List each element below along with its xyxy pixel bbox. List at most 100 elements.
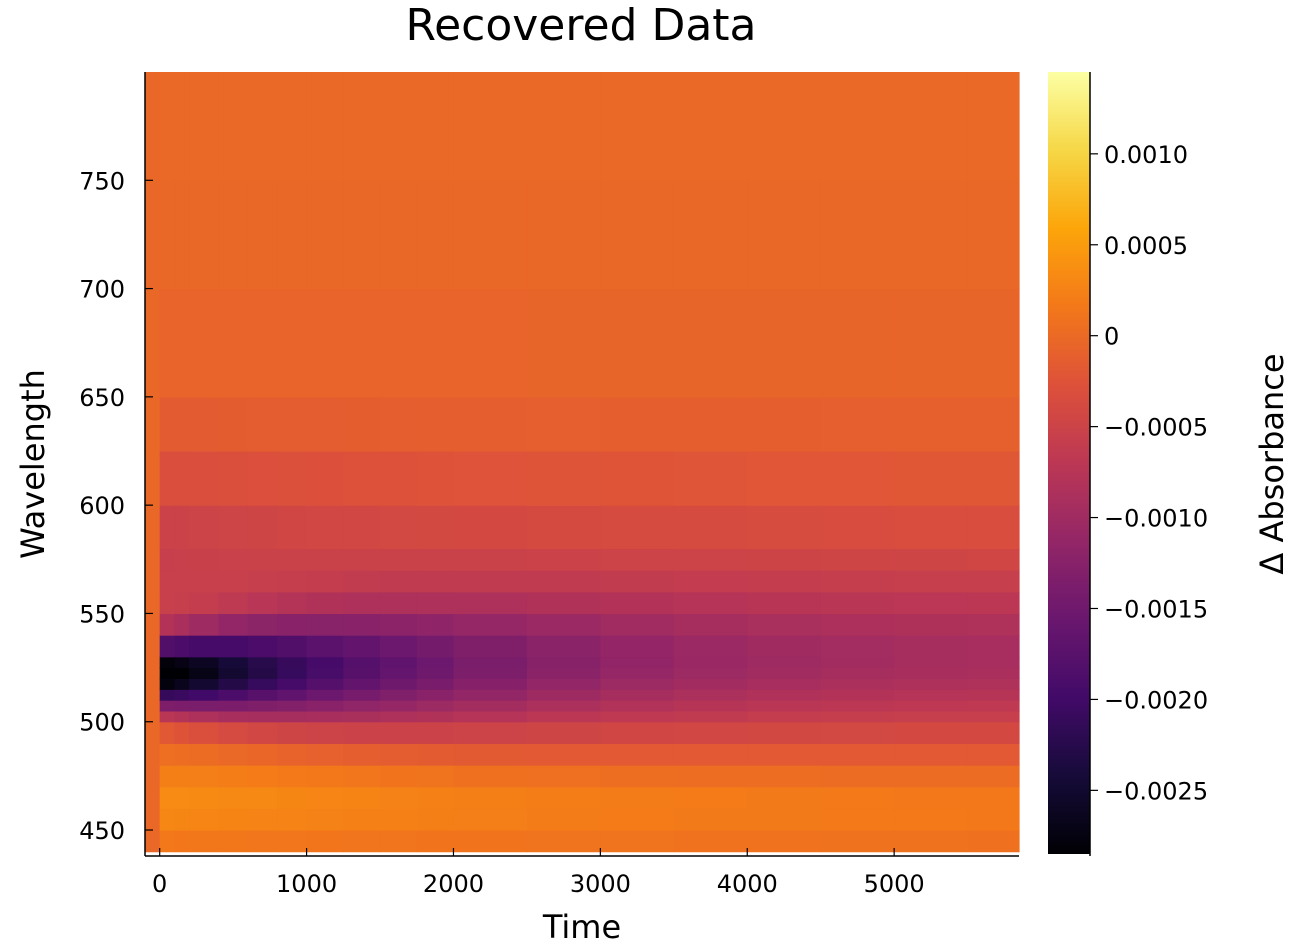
y-axis-label: Wavelength — [14, 369, 52, 559]
heatmap-cell — [218, 180, 249, 290]
heatmap-cell — [277, 830, 308, 853]
heatmap-cell — [306, 678, 344, 690]
heatmap-cell — [306, 689, 344, 701]
plot-axes — [144, 72, 1019, 857]
heatmap-cell — [894, 765, 969, 788]
heatmap-cell — [747, 451, 822, 506]
heatmap-cell — [600, 570, 675, 593]
heatmap-cell — [416, 635, 455, 658]
heatmap-cell — [747, 635, 822, 658]
heatmap-cell — [673, 288, 748, 398]
heatmap-cell — [174, 678, 190, 690]
heatmap-cell — [306, 710, 344, 723]
heatmap-cell — [894, 808, 969, 831]
heatmap-cell — [343, 667, 381, 680]
heatmap-cell — [277, 765, 308, 788]
heatmap-cell — [343, 288, 381, 398]
heatmap-cell — [747, 613, 822, 636]
heatmap-cell — [174, 613, 190, 636]
heatmap-cell — [894, 451, 969, 506]
heatmap-cell — [343, 451, 381, 506]
heatmap-cell — [820, 613, 895, 636]
heatmap-cell — [673, 765, 748, 788]
heatmap-cell — [277, 656, 308, 669]
heatmap-cell — [380, 700, 418, 712]
heatmap-cell — [416, 548, 455, 571]
heatmap-cell — [174, 830, 190, 853]
heatmap-cell — [247, 591, 278, 615]
heatmap-cell — [380, 765, 418, 788]
colorbar-ticks: 0.0010 0.0005 0 −0.0005 −0.0010 −0.0015 −0.002… — [1090, 141, 1208, 805]
heatmap-cell — [416, 396, 455, 452]
heatmap-cell — [453, 689, 528, 701]
heatmap-cell — [416, 765, 455, 788]
colorbar-tick-label: 0.0005 — [1104, 232, 1188, 260]
heatmap-cell — [380, 180, 418, 290]
colorbar-tick-label: −0.0015 — [1104, 595, 1208, 623]
heatmap-cell — [343, 505, 381, 550]
heatmap-cell — [218, 710, 249, 723]
heatmap-cell — [894, 721, 969, 744]
heatmap-cell — [453, 667, 528, 680]
heatmap-cell — [600, 613, 675, 636]
heatmap-cell — [416, 689, 455, 701]
heatmap-cell — [174, 743, 190, 766]
heatmap-cell — [673, 656, 748, 669]
heatmap-cell — [820, 180, 895, 290]
heatmap-cell — [453, 808, 528, 831]
heatmap-cell — [380, 721, 418, 744]
colorbar-tick-label: −0.0005 — [1104, 414, 1208, 442]
heatmap-cell — [894, 396, 969, 452]
heatmap-cell — [277, 548, 308, 571]
heatmap-cell — [894, 548, 969, 571]
heatmap-cell — [145, 396, 161, 452]
heatmap-cell — [600, 678, 675, 690]
heatmap-cell — [145, 689, 161, 701]
heatmap-cell — [159, 548, 175, 571]
heatmap-cell — [380, 656, 418, 669]
heatmap-cell — [159, 700, 175, 712]
heatmap-cell — [894, 700, 969, 712]
heatmap-cell — [277, 451, 308, 506]
heatmap-cell — [453, 570, 528, 593]
heatmap-cell — [343, 656, 381, 669]
heatmap-cell — [747, 505, 822, 550]
heatmap-cell — [453, 591, 528, 615]
heatmap-cell — [747, 72, 822, 181]
heatmap-cell — [189, 613, 220, 636]
heatmap-cell — [247, 613, 278, 636]
heatmap-cell — [189, 548, 220, 571]
heatmap-cell — [247, 72, 278, 181]
heatmap-cell — [218, 591, 249, 615]
heatmap-cell — [453, 678, 528, 690]
heatmap-cell — [380, 591, 418, 615]
heatmap-cell — [159, 396, 175, 452]
heatmap-cell — [277, 180, 308, 290]
heatmap-cell — [416, 505, 455, 550]
heatmap-cell — [247, 710, 278, 723]
heatmap-cell — [145, 678, 161, 690]
heatmap-cell — [343, 743, 381, 766]
heatmap-cell — [218, 451, 249, 506]
heatmap-cell — [526, 689, 601, 701]
heatmap-cell — [247, 451, 278, 506]
heatmap-cell — [306, 288, 344, 398]
heatmap-cell — [820, 765, 895, 788]
heatmap-cell — [277, 710, 308, 723]
heatmap-cell — [380, 505, 418, 550]
heatmap-cell — [600, 635, 675, 658]
heatmap-cell — [967, 667, 1020, 680]
heatmap-cell — [159, 635, 175, 658]
heatmap-cell — [416, 700, 455, 712]
heatmap-cell — [189, 570, 220, 593]
heatmap-cell — [820, 710, 895, 723]
heatmap-cell — [145, 635, 161, 658]
heatmap-cell — [747, 743, 822, 766]
heatmap-cell — [306, 505, 344, 550]
heatmap-cell — [277, 72, 308, 181]
heatmap-cell — [159, 678, 175, 690]
heatmap-cell — [159, 689, 175, 701]
heatmap-cell — [453, 786, 528, 809]
heatmap-cell — [174, 570, 190, 593]
heatmap-cell — [277, 721, 308, 744]
